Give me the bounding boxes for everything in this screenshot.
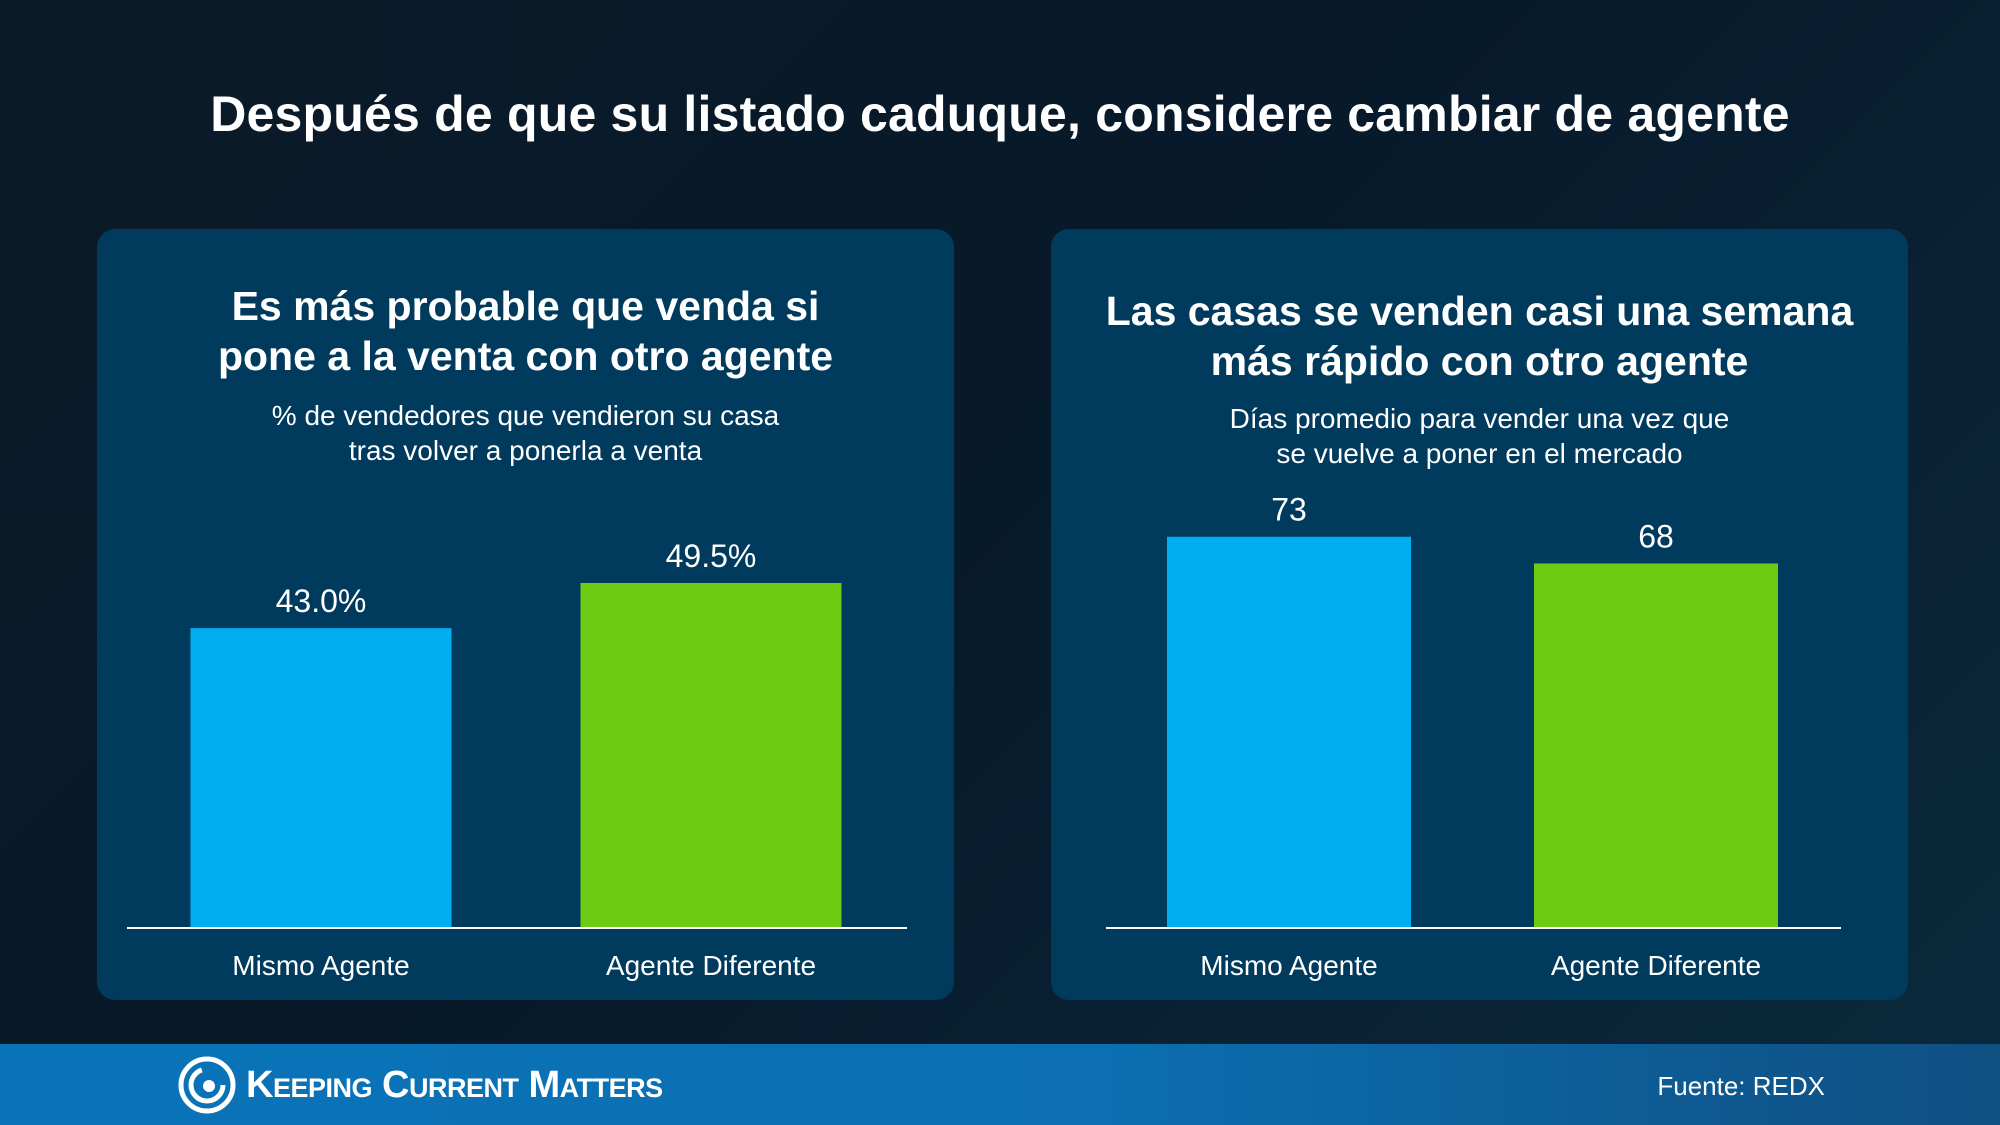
chart-subtitle-line-1: % de vendedores que vendieron su casa — [271, 400, 780, 431]
kcm-logo-icon — [178, 1056, 236, 1114]
chart-subtitle-line-2: tras volver a ponerla a venta — [348, 435, 703, 466]
bar-1 — [1167, 536, 1411, 927]
bar-chart-sell-probability: 43.0% Mismo Agente 49.5% Agente Diferente — [127, 538, 907, 981]
bar-2 — [1534, 563, 1778, 927]
chart-title-line-2: más rápido con otro agente — [1210, 338, 1749, 384]
category-label: Agente Diferente — [606, 950, 816, 981]
category-label: Mismo Agente — [232, 950, 409, 981]
chart-title-line-2: pone a la venta con otro agente — [217, 333, 834, 379]
category-label: Mismo Agente — [1200, 950, 1377, 981]
bar-value-label: 68 — [1638, 518, 1674, 554]
chart-subtitle-line-2: se vuelve a poner en el mercado — [1276, 438, 1683, 469]
page-title: Después de que su listado caduque, consi… — [210, 86, 1790, 142]
chart-panel-sell-probability: Es más probable que venda si pone a la v… — [97, 229, 954, 1000]
chart-subtitle-line-1: Días promedio para vender una vez que — [1229, 403, 1730, 434]
footer-bar: Keeping Current Matters Fuente: REDX — [0, 1044, 2000, 1125]
bar-chart-days-to-sell: 73 Mismo Agente 68 Agente Diferente — [1106, 492, 1841, 981]
bar-1 — [190, 628, 452, 927]
bar-value-label: 49.5% — [666, 538, 757, 574]
chart-panel-days-to-sell: Las casas se venden casi una semana más … — [1051, 229, 1908, 1000]
chart-title-line-1: Las casas se venden casi una semana — [1105, 288, 1854, 334]
brand-name: Keeping Current Matters — [246, 1064, 663, 1106]
bar-2 — [580, 582, 842, 927]
bar-value-label: 73 — [1271, 492, 1307, 528]
bar-value-label: 43.0% — [276, 583, 367, 619]
category-label: Agente Diferente — [1551, 950, 1761, 981]
chart-title-line-1: Es más probable que venda si — [231, 283, 820, 329]
source-note: Fuente: REDX — [1657, 1071, 1825, 1101]
